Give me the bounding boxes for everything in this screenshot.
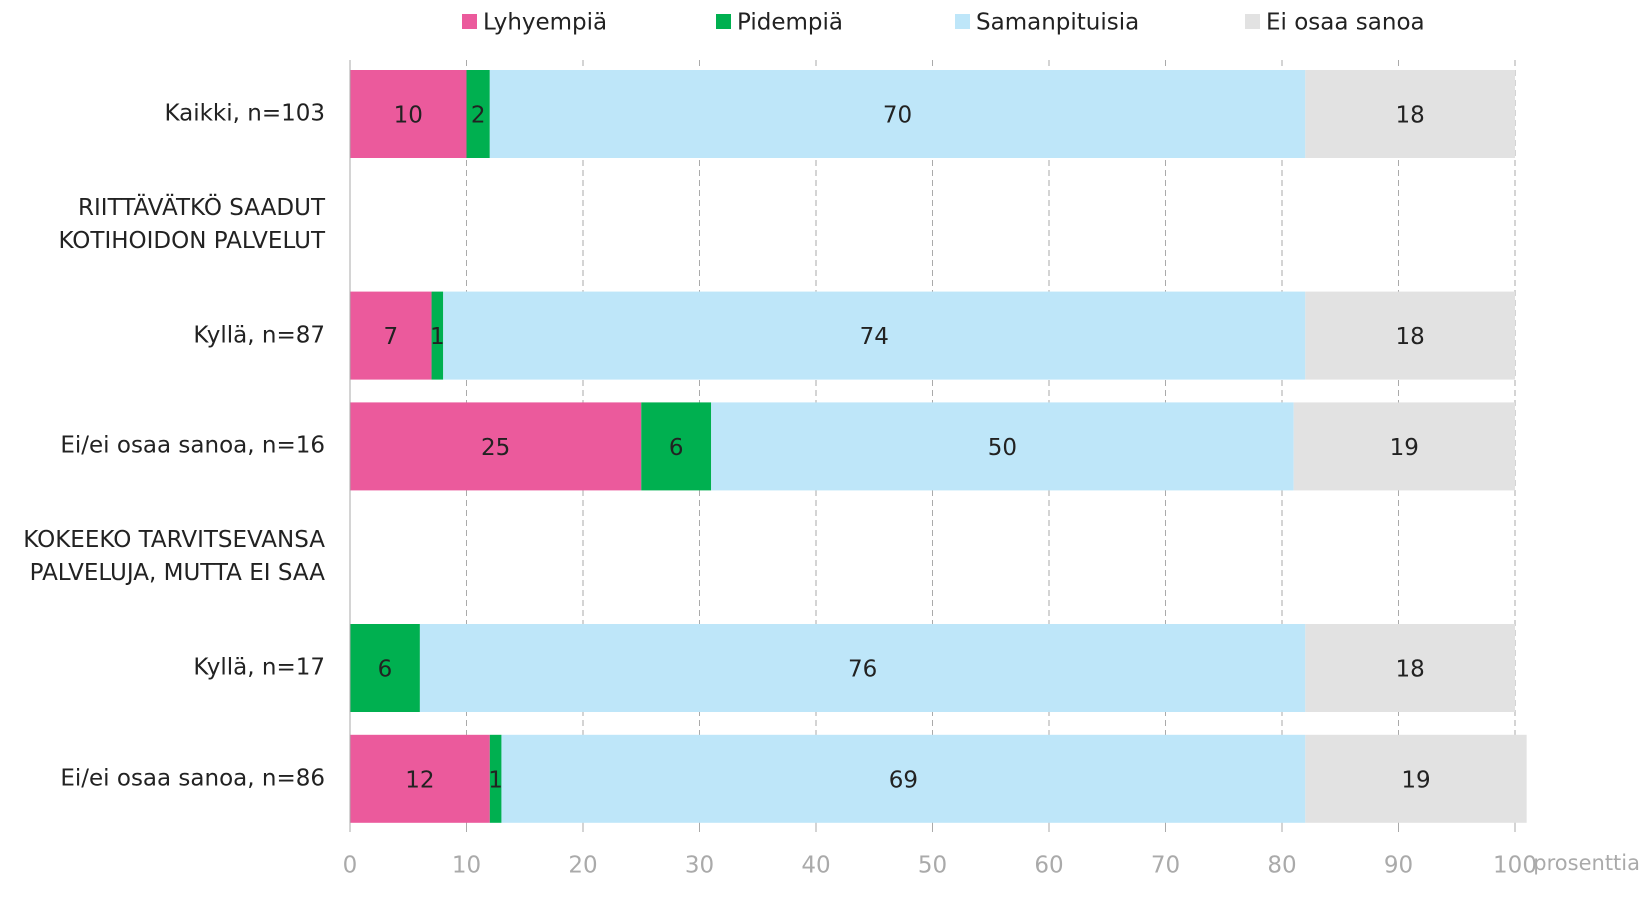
- data-label: 18: [1396, 324, 1425, 350]
- legend-label: Ei osaa sanoa: [1266, 10, 1425, 36]
- data-label: 18: [1396, 657, 1425, 683]
- x-tick-label: 80: [1267, 853, 1296, 879]
- legend-label: Pidempiä: [737, 10, 843, 36]
- y-tick-label: Ei/ei osaa sanoa, n=86: [60, 765, 325, 792]
- bar-segment: [1305, 624, 1515, 712]
- x-tick-label: 20: [568, 853, 597, 879]
- bar-segment: [419, 624, 1306, 712]
- y-tick-label: KOKEEKO TARVITSEVANSA PALVELUJA, MUTTA E…: [23, 527, 325, 587]
- data-label: 1: [488, 767, 503, 793]
- y-tick-label: RIITTÄVÄTKÖ SAADUT KOTIHOIDON PALVELUT: [58, 194, 325, 254]
- bar-segment: [350, 402, 642, 491]
- data-label: 10: [394, 103, 423, 129]
- bar-segment: [641, 402, 712, 491]
- bar-segment: [466, 70, 490, 158]
- y-tick-label: Ei/ei osaa sanoa, n=16: [60, 432, 325, 459]
- bar-segment: [443, 291, 1306, 380]
- x-tick-label: 40: [801, 853, 830, 879]
- bar-segment: [431, 291, 444, 380]
- x-tick-label: 10: [452, 853, 481, 879]
- x-tick-label: 0: [343, 853, 358, 879]
- data-label: 69: [889, 767, 918, 793]
- bar-segment: [489, 734, 502, 823]
- bar-segment: [350, 70, 467, 158]
- data-label: 7: [383, 324, 398, 350]
- bar-segment: [501, 734, 1306, 823]
- data-label: 70: [883, 103, 912, 129]
- x-tick-label: 60: [1034, 853, 1063, 879]
- x-axis-label: prosenttia: [1533, 851, 1640, 875]
- data-label: 74: [860, 324, 889, 350]
- legend-swatch: [955, 14, 970, 29]
- y-tick-label: Kyllä, n=17: [193, 654, 325, 681]
- bar-segment: [711, 402, 1294, 491]
- bar-segment: [1305, 734, 1527, 823]
- data-label: 6: [378, 657, 393, 683]
- data-label: 50: [988, 435, 1017, 461]
- data-label: 18: [1396, 103, 1425, 129]
- data-label: 12: [405, 767, 434, 793]
- bar-segment: [1293, 402, 1515, 491]
- data-label: 2: [471, 103, 486, 129]
- bar-segment: [489, 70, 1306, 158]
- legend-swatch: [1245, 14, 1260, 29]
- x-tick-label: 100: [1493, 853, 1537, 879]
- x-tick-label: 90: [1384, 853, 1413, 879]
- data-label: 76: [848, 657, 877, 683]
- legend-label: Lyhyempiä: [483, 10, 607, 36]
- legend-label: Samanpituisia: [976, 10, 1139, 36]
- legend-swatch: [716, 14, 731, 29]
- bar-segment: [350, 734, 490, 823]
- bar-segment: [1305, 70, 1515, 158]
- data-label: 19: [1390, 435, 1419, 461]
- data-label: 25: [481, 435, 510, 461]
- x-tick-label: 30: [685, 853, 714, 879]
- legend-swatch: [462, 14, 477, 29]
- bar-segment: [350, 624, 420, 712]
- x-tick-label: 50: [918, 853, 947, 879]
- y-tick-label: Kaikki, n=103: [164, 100, 325, 127]
- bar-segment: [350, 291, 432, 380]
- y-tick-label: Kyllä, n=87: [193, 322, 325, 349]
- data-label: 19: [1401, 767, 1430, 793]
- data-label: 6: [669, 435, 684, 461]
- bar-segment: [1305, 291, 1515, 380]
- data-label: 1: [430, 324, 445, 350]
- x-tick-label: 70: [1151, 853, 1180, 879]
